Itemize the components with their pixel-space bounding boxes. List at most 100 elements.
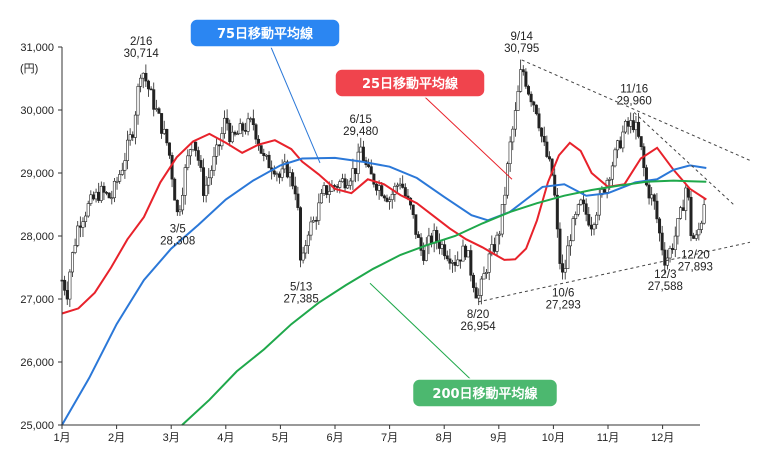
candle-body: [500, 204, 504, 235]
candle-body: [173, 178, 177, 201]
candle-body: [291, 172, 295, 187]
annotation-date: 10/6: [552, 288, 574, 300]
trendline: [521, 59, 751, 161]
candle-body: [267, 154, 271, 169]
candle-body: [623, 121, 627, 133]
candle-body: [68, 271, 72, 300]
legend-leader-line: [369, 282, 486, 394]
candle-body: [288, 172, 292, 178]
candle-body: [110, 197, 114, 200]
candle-body: [194, 141, 198, 151]
candle-body: [563, 268, 567, 273]
candle-body: [377, 185, 381, 191]
x-tick-label: 5月: [272, 432, 289, 444]
candle-body: [699, 222, 703, 230]
candle-body: [76, 225, 80, 246]
candle-body: [372, 173, 376, 185]
candle-body: [202, 167, 206, 196]
annotation-value: 27,893: [678, 262, 713, 274]
annotation-date: 6/15: [349, 114, 371, 126]
candle-body: [162, 128, 166, 134]
annotation-value: 27,588: [648, 281, 683, 293]
candle-body: [574, 214, 578, 219]
annotation-value: 30,714: [124, 48, 160, 60]
legend-leader-line: [409, 82, 513, 180]
candle-body: [81, 221, 85, 228]
candle-body: [537, 113, 541, 129]
legend-box: [411, 378, 559, 408]
candle-body: [298, 207, 302, 261]
candle-body: [207, 177, 211, 186]
candle-body: [309, 221, 313, 236]
candle-body: [464, 245, 468, 258]
x-tick-label: 4月: [217, 432, 234, 444]
candle-body: [149, 88, 153, 91]
candle-body: [545, 141, 549, 157]
candle-body: [63, 279, 67, 291]
candle-body: [136, 86, 140, 116]
candle-body: [477, 295, 481, 299]
candle-body: [367, 164, 371, 167]
candle-body: [474, 287, 478, 299]
candle-body: [568, 240, 572, 247]
y-tick-label: 28,000: [20, 231, 54, 243]
candle-body: [333, 185, 337, 187]
candle-body: [519, 69, 523, 92]
candle-body: [175, 199, 179, 213]
candle-body: [681, 207, 685, 211]
series-line-1: [61, 156, 707, 426]
candle-body: [595, 214, 599, 225]
y-tick-label: 30,000: [20, 105, 54, 117]
candle-body: [555, 194, 559, 230]
candle-body: [582, 199, 586, 205]
candle-body: [351, 168, 355, 182]
candle-body: [613, 149, 617, 167]
candle-body: [527, 86, 531, 95]
series-line-0: [61, 132, 707, 315]
candle-body: [312, 220, 316, 223]
legend-box: [334, 68, 486, 98]
candle-body: [650, 194, 654, 199]
candle-body: [435, 230, 439, 242]
candle-body: [215, 144, 219, 157]
candle-body: [676, 218, 680, 237]
candle-body: [414, 214, 418, 235]
y-axis-unit-label: (円): [20, 63, 38, 75]
candle-body: [105, 192, 109, 194]
candle-body: [571, 218, 575, 242]
candle-body: [566, 245, 570, 269]
candle-body: [84, 215, 88, 222]
legend-box: [189, 18, 341, 48]
candle-body: [639, 136, 643, 147]
candle-body: [301, 252, 305, 261]
candle-body: [660, 232, 664, 251]
candle-body: [181, 194, 185, 211]
candle-body: [304, 245, 308, 254]
candle-body: [558, 228, 562, 264]
candle-body: [86, 203, 90, 217]
candle-body: [73, 245, 77, 253]
candle-body: [547, 156, 551, 160]
candle-body: [511, 128, 515, 143]
annotation-date: 11/16: [620, 84, 648, 96]
annotation-value: 27,293: [546, 300, 581, 312]
annotation-value: 28,308: [160, 236, 195, 248]
annotation-date: 8/20: [467, 309, 489, 321]
legend-label: 75日移動平均線: [217, 26, 314, 42]
candle-body: [236, 133, 240, 136]
candle-body: [293, 185, 297, 195]
candle-body: [456, 259, 460, 266]
candle-body: [395, 184, 399, 187]
candle-body: [91, 194, 95, 200]
candle-body: [128, 134, 132, 141]
candle-body: [354, 168, 358, 174]
candle-body: [249, 118, 253, 120]
candle-body: [183, 167, 187, 196]
candle-body: [450, 262, 454, 264]
candle-body: [262, 153, 266, 156]
candle-body: [264, 154, 268, 157]
candle-body: [702, 204, 706, 224]
candle-body: [461, 245, 465, 262]
